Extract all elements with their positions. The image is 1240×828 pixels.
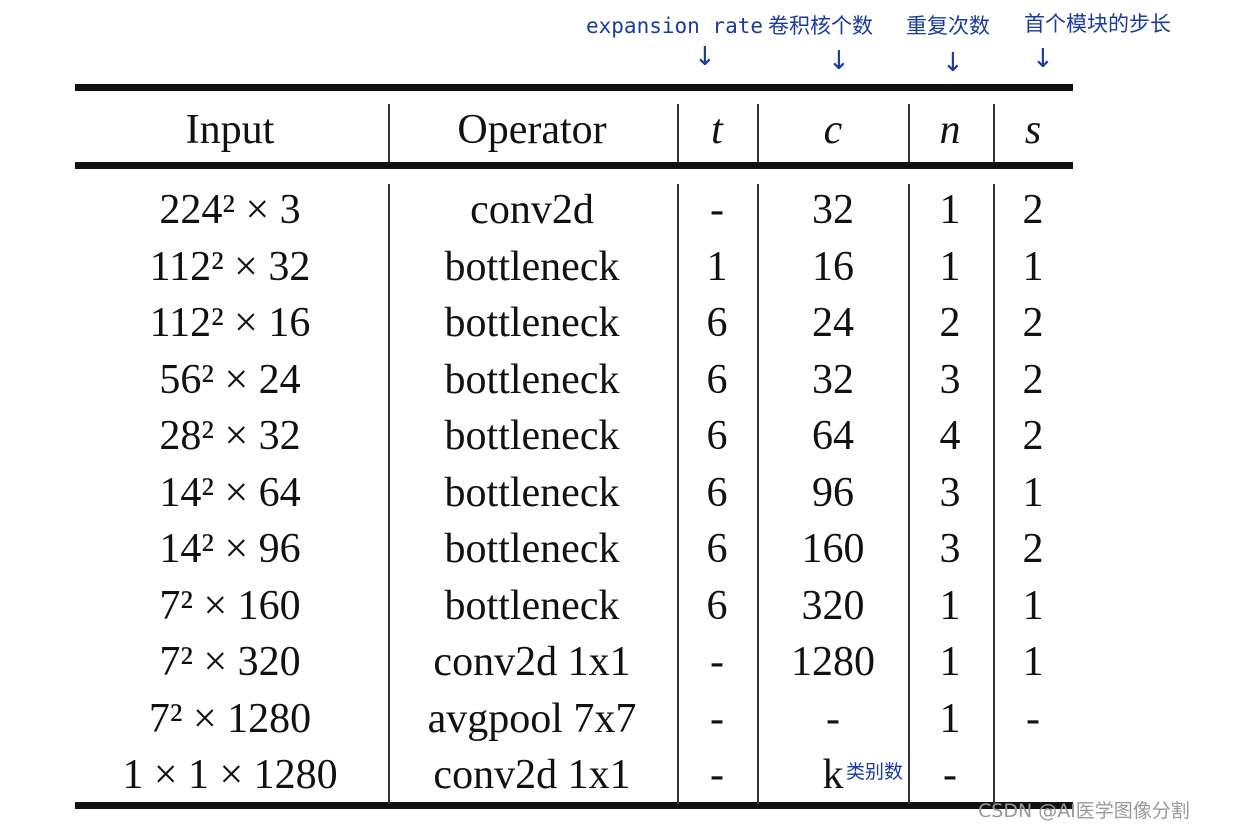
arrow: ↓ (694, 42, 716, 72)
table-cell: - (1026, 695, 1040, 742)
table-cell: 24 (812, 300, 854, 346)
table-cell: - (710, 187, 724, 233)
column-separator (993, 104, 995, 162)
table-cell: 320 (801, 582, 865, 629)
table-cell: - (710, 752, 724, 798)
table-cell: 1 (939, 187, 961, 233)
table-cell: 2 (1022, 187, 1044, 233)
column-separator (757, 104, 759, 162)
table-cell: 1 (939, 639, 961, 685)
header-cell: t (711, 107, 723, 153)
table-cell: - (826, 695, 840, 742)
annotation: 卷积核个数 (768, 14, 873, 38)
top-rule (75, 84, 1073, 91)
header-cell: n (939, 107, 961, 153)
header-cell: s (1024, 107, 1042, 153)
row-note: 类别数 (846, 761, 904, 783)
table-cell: 6 (706, 413, 728, 459)
table-cell: bottleneck (444, 243, 620, 290)
table-cell: bottleneck (444, 356, 620, 403)
table-cell: - (710, 695, 724, 742)
watermark: CSDN @AI医学图像分割 (978, 800, 1190, 822)
table-cell: 7² × 1280 (148, 695, 312, 742)
table-cell: 64 (812, 413, 854, 459)
table-cell: 6 (706, 300, 728, 346)
table-cell: avgpool 7x7 (427, 695, 637, 742)
table-cell: 6 (706, 526, 728, 572)
annotation: 首个模块的步长 (1024, 12, 1171, 36)
table-cell: conv2d 1x1 (433, 639, 631, 685)
table-cell: 1 (939, 695, 961, 742)
annotation: expansion rate (586, 14, 764, 38)
arrow: ↓ (1032, 44, 1054, 74)
table-cell: 1 (939, 243, 961, 290)
table-cell: 32 (812, 187, 854, 233)
table-cell: 112² × 32 (149, 243, 311, 290)
table-cell: 14² × 96 (159, 526, 301, 572)
table-cell: 7² × 160 (159, 582, 301, 629)
table-cell: 3 (939, 469, 961, 516)
column-separator (677, 104, 679, 162)
table-cell: 14² × 64 (159, 469, 301, 516)
table-cell: - (710, 639, 724, 685)
table-cell: 160 (801, 526, 865, 572)
column-separator (677, 184, 679, 804)
table-cell: 28² × 32 (159, 413, 301, 459)
column-separator (993, 184, 995, 804)
table-cell: bottleneck (444, 526, 620, 572)
table-cell: 16 (812, 243, 854, 290)
table-cell: bottleneck (444, 300, 620, 346)
table-cell: 1 (1022, 469, 1044, 516)
arrow: ↓ (828, 46, 850, 76)
table-cell: 2 (1022, 300, 1044, 346)
header-cell: Operator (457, 107, 607, 153)
table-cell: bottleneck (444, 413, 620, 459)
table-cell: 1 (1022, 243, 1044, 290)
table-cell: - (943, 752, 957, 798)
header-cell: c (823, 107, 843, 153)
column-separator (908, 104, 910, 162)
arrow: ↓ (942, 48, 964, 78)
table-cell: 1 (939, 582, 961, 629)
table-cell: 224² × 3 (159, 187, 301, 233)
table-cell: 6 (706, 469, 728, 516)
table-cell: 1 × 1 × 1280 (122, 752, 338, 798)
table-cell: 1 (1022, 639, 1044, 685)
column-separator (388, 104, 390, 162)
table-cell: 6 (706, 356, 728, 403)
annotation: 重复次数 (906, 14, 990, 38)
table-cell: 96 (812, 469, 854, 516)
table-cell: 112² × 16 (149, 300, 311, 346)
table-cell: 6 (706, 582, 728, 629)
table-cell: conv2d (470, 187, 594, 233)
table-cell: 2 (939, 300, 961, 346)
table-cell: 3 (939, 356, 961, 403)
table-cell: 1 (706, 243, 728, 290)
column-separator (757, 184, 759, 804)
table-cell: 56² × 24 (159, 356, 301, 403)
bottom-rule (75, 802, 1073, 809)
column-separator (908, 184, 910, 804)
table-cell: bottleneck (444, 469, 620, 516)
table-cell: 2 (1022, 413, 1044, 459)
table-cell: 1280 (791, 639, 875, 685)
table-cell: 2 (1022, 526, 1044, 572)
column-separator (388, 184, 390, 804)
table-cell: 4 (939, 413, 961, 459)
table-cell: k (822, 752, 844, 798)
table-cell: 32 (812, 356, 854, 403)
table-cell: 1 (1022, 582, 1044, 629)
table-cell: 7² × 320 (159, 639, 301, 685)
table-cell: 3 (939, 526, 961, 572)
table-cell: conv2d 1x1 (433, 752, 631, 798)
table-cell: 2 (1022, 356, 1044, 403)
table-cell: bottleneck (444, 582, 620, 629)
header-cell: Input (185, 107, 275, 153)
header-rule (75, 162, 1073, 169)
